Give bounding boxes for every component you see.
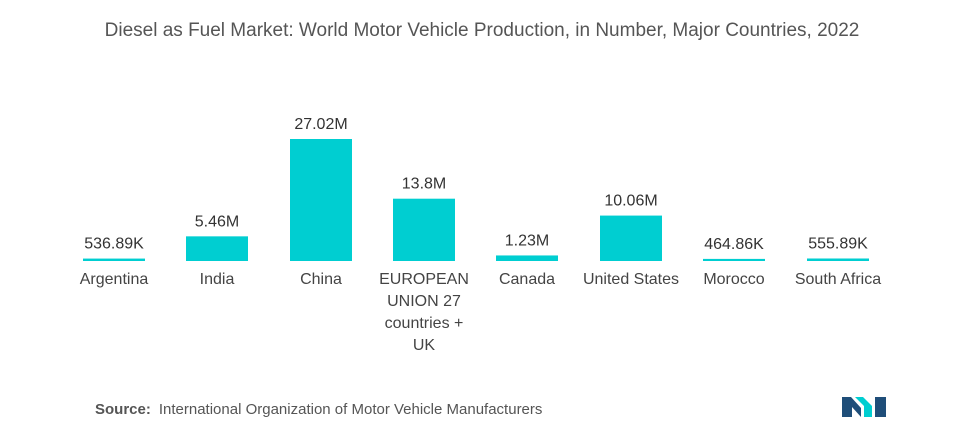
bar-india (186, 236, 248, 261)
category-label-line: United States (583, 271, 679, 288)
logo-right-shape (875, 397, 886, 417)
category-label-european-union-27-countries-uk: EUROPEAN UNION 27 countries + UK (379, 271, 469, 354)
bar-canada (496, 255, 558, 261)
mordor-intelligence-logo-icon (842, 397, 886, 417)
category-label-india: India (200, 271, 235, 288)
data-label-china: 27.02M (294, 116, 347, 133)
category-label-south-africa: South Africa (795, 271, 881, 288)
logo-mid-shape (855, 397, 872, 417)
data-label-canada: 1.23M (505, 232, 549, 249)
category-label-line: South Africa (795, 271, 881, 288)
category-label-line: China (300, 271, 342, 288)
data-label-south-africa: 555.89K (808, 235, 868, 252)
source-label: Source: (95, 401, 151, 418)
bar-china (290, 139, 352, 261)
category-label-line: countries + (385, 315, 464, 332)
data-label-india: 5.46M (195, 213, 239, 230)
category-label-line: India (200, 271, 235, 288)
bar-argentina (83, 258, 145, 261)
category-label-line: Morocco (703, 271, 764, 288)
chart-title: Diesel as Fuel Market: World Motor Vehic… (104, 20, 860, 41)
category-label-china: China (300, 271, 342, 288)
data-label-morocco: 464.86K (704, 236, 764, 253)
bar-south-africa (807, 258, 869, 261)
source-text: International Organization of Motor Vehi… (158, 401, 543, 418)
data-label-argentina: 536.89K (84, 236, 144, 253)
category-label-line: UNION 27 (387, 293, 461, 310)
logo-left-shape (842, 397, 861, 417)
category-label-argentina: Argentina (80, 271, 149, 288)
category-label-morocco: Morocco (703, 271, 764, 288)
category-label-united-states: United States (583, 271, 679, 288)
data-label-european-union-27-countries-uk: 13.8M (402, 176, 446, 193)
source-note: Source: International Organization of Mot… (95, 401, 542, 418)
bar-morocco (703, 258, 765, 261)
bar-european-union-27-countries-uk (393, 198, 455, 261)
category-label-line: Argentina (80, 271, 149, 288)
category-label-line: Canada (499, 271, 555, 288)
category-label-canada: Canada (499, 271, 555, 288)
data-label-united-states: 10.06M (604, 193, 657, 210)
bar-united-states (600, 215, 662, 261)
category-label-line: EUROPEAN (379, 271, 469, 288)
category-label-line: UK (413, 337, 436, 354)
